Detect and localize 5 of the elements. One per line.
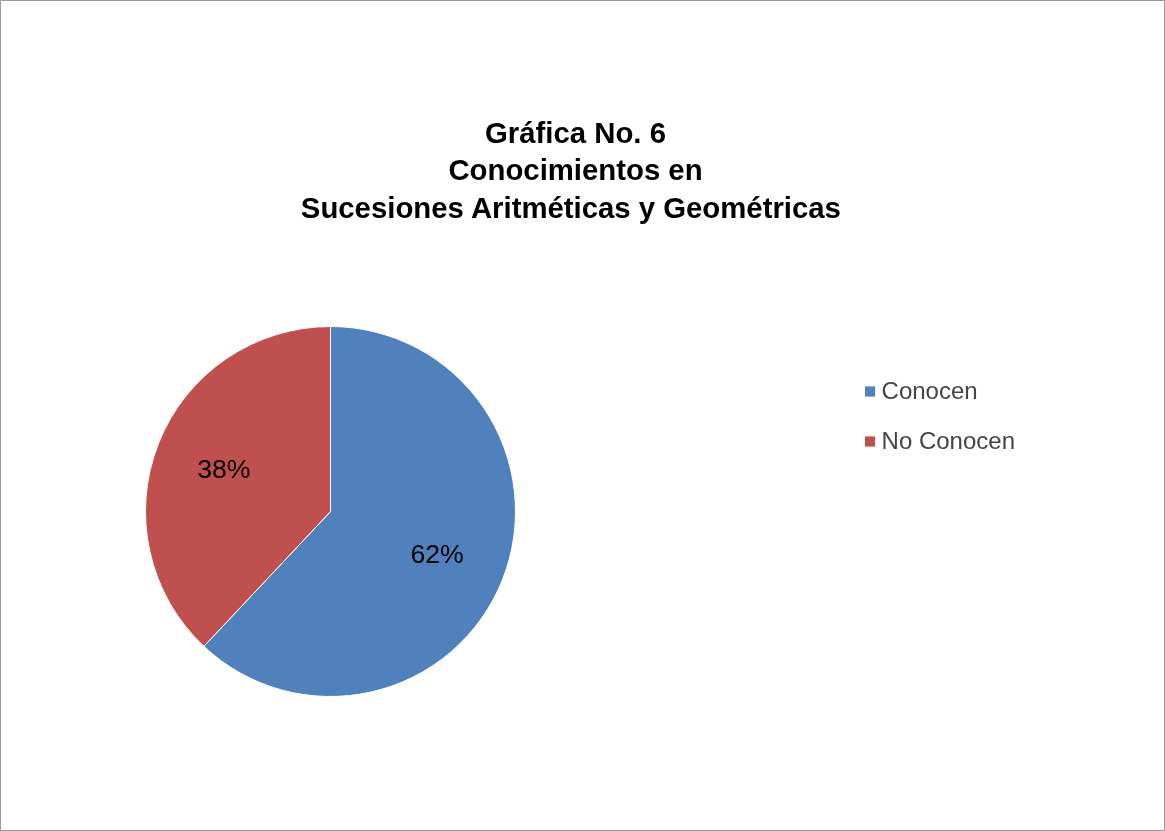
legend-label: Conocen	[881, 376, 978, 405]
data-label: 38%	[197, 454, 251, 485]
chart-title: Gráfica No. 6 Conocimientos en Sucesiones Aritméticas y Geométricas	[300, 115, 841, 225]
data-label: 62%	[410, 538, 464, 569]
legend-label: No Conocen	[881, 426, 1015, 455]
